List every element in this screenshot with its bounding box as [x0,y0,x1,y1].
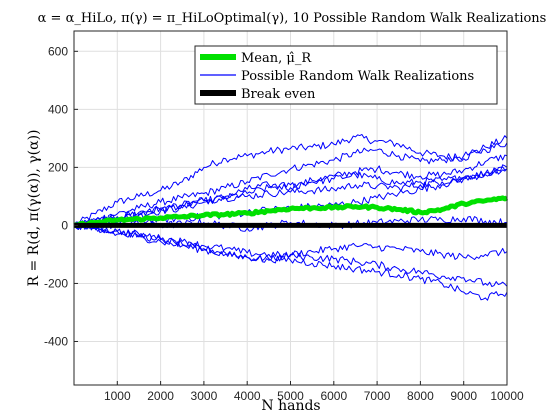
x-tick-label: 7000 [364,389,391,403]
x-tick-label: 3000 [191,389,218,403]
x-tick-label: 6000 [320,389,347,403]
x-tick-label: 9000 [450,389,477,403]
y-tick-label: 400 [48,102,68,116]
legend-label-mean: Mean, μ̂_R [241,51,312,66]
mean-series-line [73,195,509,228]
walk-series-line [73,168,508,228]
mean-series-group [73,195,509,228]
y-tick-label: -400 [44,334,68,348]
x-tick-label: 4000 [234,389,261,403]
walk-series-line [73,133,508,226]
x-axis-label: N hands [261,398,320,414]
legend-label-break-even: Break even [241,87,316,102]
y-tick-label: 200 [48,160,68,174]
walk-series-line [73,222,508,263]
x-tick-label: 1000 [104,389,131,403]
walk-series-line [73,221,508,288]
walk-series-line [73,142,508,228]
x-tick-label: 10000 [490,389,524,403]
legend-label-walks: Possible Random Walk Realizations [241,69,474,84]
walk-series-line [73,164,508,228]
y-tick-label: -200 [44,276,68,290]
x-tick-label: 2000 [147,389,174,403]
axis-ticks: 1000 2000 3000 4000 5000 6000 7000 8000 9000 1000… [44,44,524,403]
y-axis-label: R = R(d, π(γ(α)), γ(α)) [26,129,42,286]
y-tick-label: 600 [48,44,68,58]
chart-title: α = α_HiLo, π(γ) = π_HiLoOptimal(γ), 10 … [38,11,547,26]
x-tick-label: 8000 [407,389,434,403]
x-tick-label: 5000 [277,389,304,403]
legend-box [194,45,498,105]
y-tick-label: 0 [61,218,68,232]
walk-series-line [73,224,508,301]
legend: Mean, μ̂_R Possible Random Walk Realizat… [194,45,498,105]
